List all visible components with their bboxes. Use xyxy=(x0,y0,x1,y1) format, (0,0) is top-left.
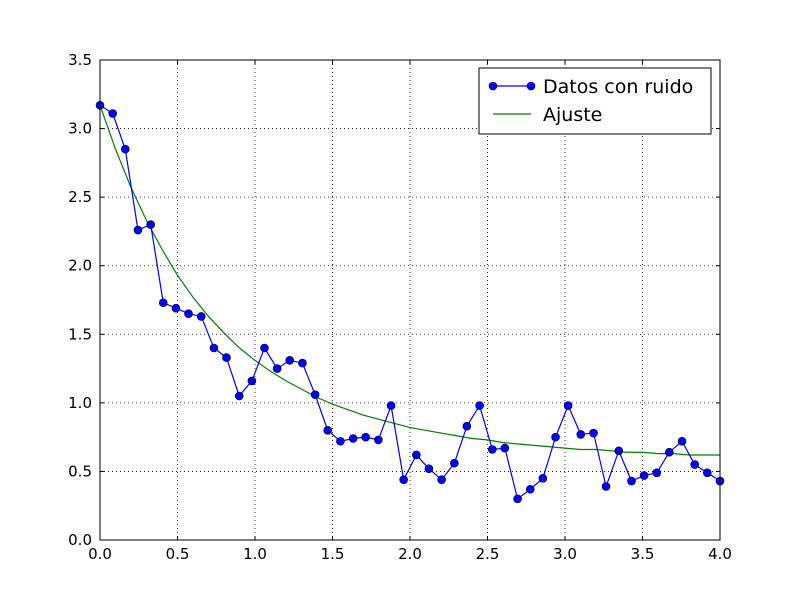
data-point xyxy=(386,401,396,410)
data-point xyxy=(222,353,231,362)
data-point xyxy=(399,475,408,484)
data-point xyxy=(589,428,598,438)
data-point xyxy=(158,298,168,308)
data-point xyxy=(462,421,472,431)
y-tick-label: 0.0 xyxy=(68,531,92,549)
data-point xyxy=(336,436,345,446)
x-tick-label: 0.0 xyxy=(88,545,112,563)
data-point xyxy=(702,468,712,478)
data-point xyxy=(601,482,611,491)
x-tick-label: 3.0 xyxy=(553,545,577,563)
data-point xyxy=(412,450,421,460)
y-tick-label: 1.0 xyxy=(68,394,92,412)
data-point xyxy=(437,475,446,484)
legend-marker xyxy=(526,81,536,91)
data-point xyxy=(576,430,586,439)
data-point xyxy=(120,144,130,154)
data-point xyxy=(627,476,636,486)
data-point xyxy=(310,390,320,399)
legend-label-ajuste: Ajuste xyxy=(543,104,602,126)
series-layer xyxy=(95,100,725,504)
y-tick-label: 3.0 xyxy=(68,120,92,138)
data-point xyxy=(298,358,307,368)
data-point xyxy=(538,473,548,483)
legend: Datos con ruido Ajuste xyxy=(478,67,712,135)
data-point xyxy=(171,303,181,313)
data-point xyxy=(513,494,522,504)
data-point xyxy=(133,225,143,235)
data-point xyxy=(374,435,383,445)
data-point xyxy=(323,425,333,435)
data-point xyxy=(361,432,370,442)
data-point xyxy=(563,401,573,410)
data-point xyxy=(488,445,497,454)
data-point xyxy=(690,460,700,469)
legend-box xyxy=(478,67,712,135)
data-point xyxy=(450,458,459,468)
x-tick-label: 3.5 xyxy=(631,545,655,563)
data-point xyxy=(184,309,193,319)
legend-marker xyxy=(488,81,498,91)
x-tick-label: 2.0 xyxy=(398,545,422,563)
data-point xyxy=(234,391,244,401)
data-point xyxy=(614,446,624,456)
data-point xyxy=(285,356,295,365)
x-tick-label: 1.5 xyxy=(321,545,345,563)
data-point xyxy=(525,484,535,494)
x-tick-label: 1.0 xyxy=(243,545,267,563)
data-point xyxy=(475,401,484,410)
legend-label-datos-con-ruido: Datos con ruido xyxy=(543,76,693,98)
y-tick-label: 2.5 xyxy=(68,188,92,206)
data-point xyxy=(247,376,257,386)
data-point xyxy=(639,471,649,480)
x-tick-label: 2.5 xyxy=(476,545,500,563)
data-point xyxy=(677,436,687,446)
data-point xyxy=(551,432,560,442)
y-tick-label: 3.5 xyxy=(68,51,92,69)
data-point xyxy=(424,464,434,473)
data-point xyxy=(272,364,282,373)
data-point xyxy=(146,220,155,229)
data-point xyxy=(652,468,662,478)
y-tick-label: 1.5 xyxy=(68,325,92,343)
ticks: 0.0 0.5 1.0 1.5 2.0 2.5 3.0 3.5 4.0 0.0 0.5 1.0 1.5 2… xyxy=(68,51,732,563)
x-tick-label: 0.5 xyxy=(166,545,190,563)
data-point xyxy=(196,312,206,321)
data-point xyxy=(500,443,510,453)
y-tick-label: 2.0 xyxy=(68,257,92,275)
series-line-datos-con-ruido xyxy=(99,104,721,500)
data-point xyxy=(348,434,358,443)
data-point xyxy=(209,343,219,353)
data-point xyxy=(108,109,118,118)
data-point xyxy=(665,447,674,457)
x-tick-label: 4.0 xyxy=(708,545,732,563)
y-tick-label: 0.5 xyxy=(68,462,92,480)
data-point xyxy=(260,343,269,353)
